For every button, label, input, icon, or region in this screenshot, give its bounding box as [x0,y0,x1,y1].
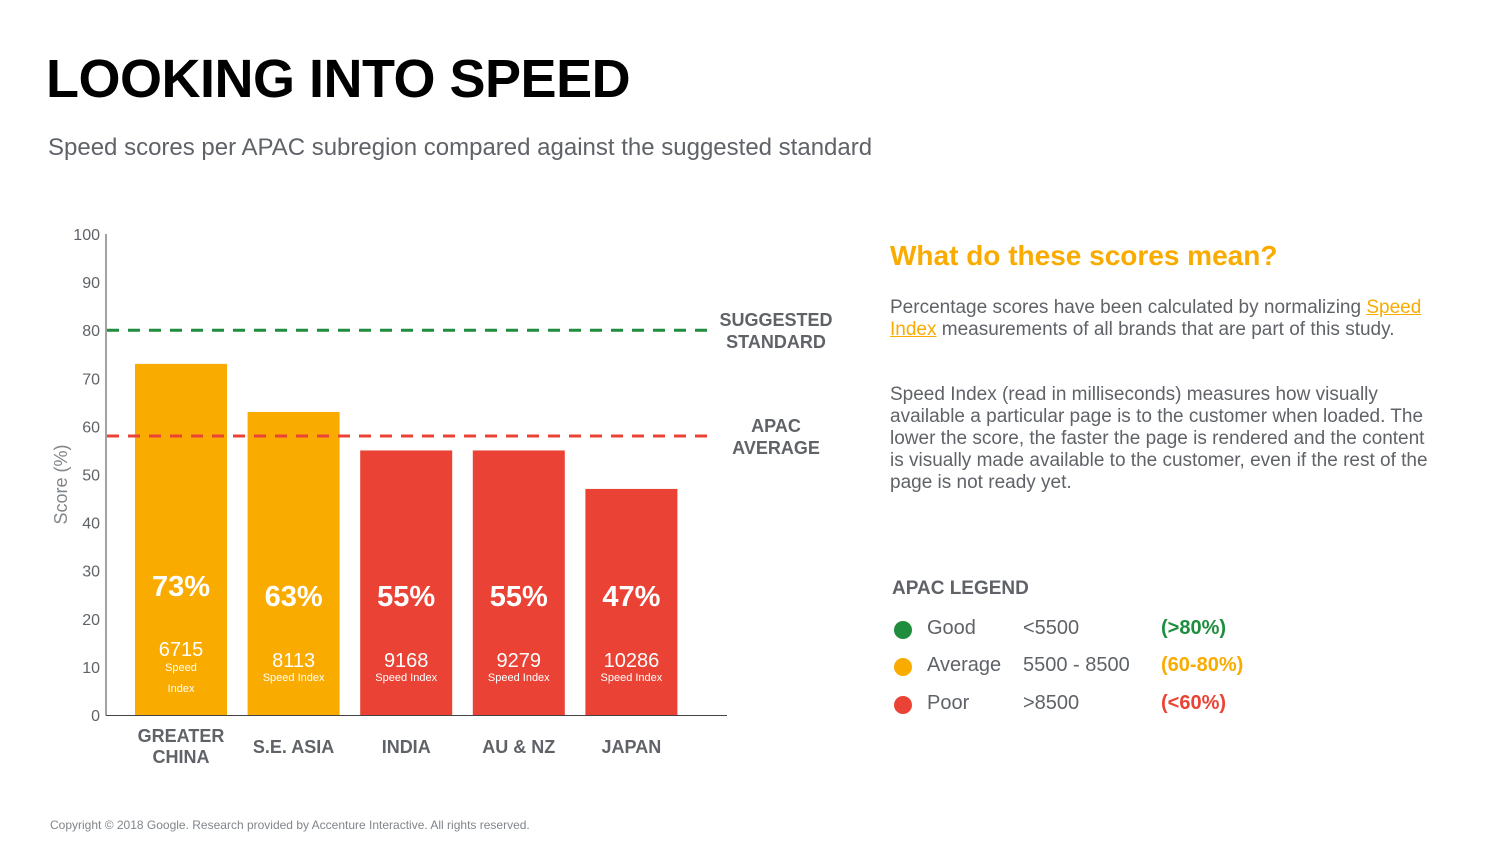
legend-label: Average [927,654,1002,676]
suggested-standard-label: STANDARD [726,332,826,352]
speed-index-value: 6715 [159,639,204,661]
y-tick-label: 80 [82,323,100,340]
legend-title: APAC LEGEND [892,578,1029,599]
legend-percent: (<60%) [1161,692,1227,714]
yellow-dot-icon [894,658,912,676]
legend-percent: (>80%) [1161,617,1227,639]
legend-label: Good [927,617,976,639]
x-category-label: INDIA [382,737,431,757]
x-category-label: GREATER [138,726,225,746]
x-category-label: CHINA [153,747,210,767]
speed-index-caption: Speed Index [601,672,663,684]
info-title: What do these scores mean? [890,240,1278,271]
speed-index-value: 9168 [384,650,429,672]
bar [585,488,678,715]
y-tick-label: 40 [82,516,100,533]
apac-average-label: APAC [751,416,801,436]
legend-range: <5500 [1023,617,1080,639]
legend-row-good: Good <5500 (>80%) [892,617,1292,641]
legend-range: 5500 - 8500 [1023,654,1130,676]
x-category-label: S.E. ASIA [253,737,334,757]
green-dot-icon [894,621,912,639]
y-tick-label: 100 [73,227,100,244]
bar-value-label: 73% [152,571,210,603]
x-category-label: JAPAN [602,737,662,757]
speed-index-caption: Index [168,683,195,695]
info-paragraph-1: Percentage scores have been calculated b… [890,297,1435,341]
x-category-label: AU & NZ [482,737,555,757]
bar-value-label: 55% [490,581,548,613]
info-text: measurements of all brands that are part… [936,319,1395,340]
red-dot-icon [894,696,912,714]
y-tick-label: 90 [82,275,100,292]
page-title: LOOKING INTO SPEED [46,49,631,109]
speed-index-link[interactable]: Speed Index [890,297,1422,340]
apac-average-label: AVERAGE [732,438,820,458]
y-tick-label: 60 [82,419,100,436]
bar-value-label: 55% [377,581,435,613]
speed-index-caption: Speed Index [488,672,550,684]
bar-value-label: 63% [265,581,323,613]
speed-index-value: 10286 [604,650,660,672]
bar-value-label: 47% [602,581,660,613]
legend-range: >8500 [1023,692,1080,714]
speed-index-caption: Speed Index [375,672,437,684]
page-subtitle: Speed scores per APAC subregion compared… [48,134,873,161]
y-tick-label: 70 [82,371,100,388]
y-tick-label: 0 [91,708,100,725]
info-text: Percentage scores have been calculated b… [890,297,1367,318]
y-tick-label: 30 [82,564,100,581]
legend-percent: (60-80%) [1161,654,1244,676]
info-paragraph-2: Speed Index (read in milliseconds) measu… [890,384,1428,493]
speed-index-value: 8113 [272,650,315,672]
bar [135,363,227,715]
speed-index-caption: Speed Index [263,672,325,684]
speed-index-value: 9279 [497,650,542,672]
bar [472,450,565,715]
copyright-footer: Copyright © 2018 Google. Research provid… [50,818,530,832]
y-tick-label: 50 [82,468,100,485]
legend-row-poor: Poor >8500 (<60%) [892,692,1292,716]
suggested-standard-label: SUGGESTED [719,310,832,330]
y-axis-label: Score (%) [51,444,71,524]
legend-label: Poor [927,692,970,714]
speed-index-caption: Speed [165,662,197,674]
bar [247,411,340,715]
legend-row-average: Average 5500 - 8500 (60-80%) [892,654,1292,678]
bar [360,450,453,715]
y-tick-label: 10 [82,660,100,677]
y-tick-label: 20 [82,612,100,629]
